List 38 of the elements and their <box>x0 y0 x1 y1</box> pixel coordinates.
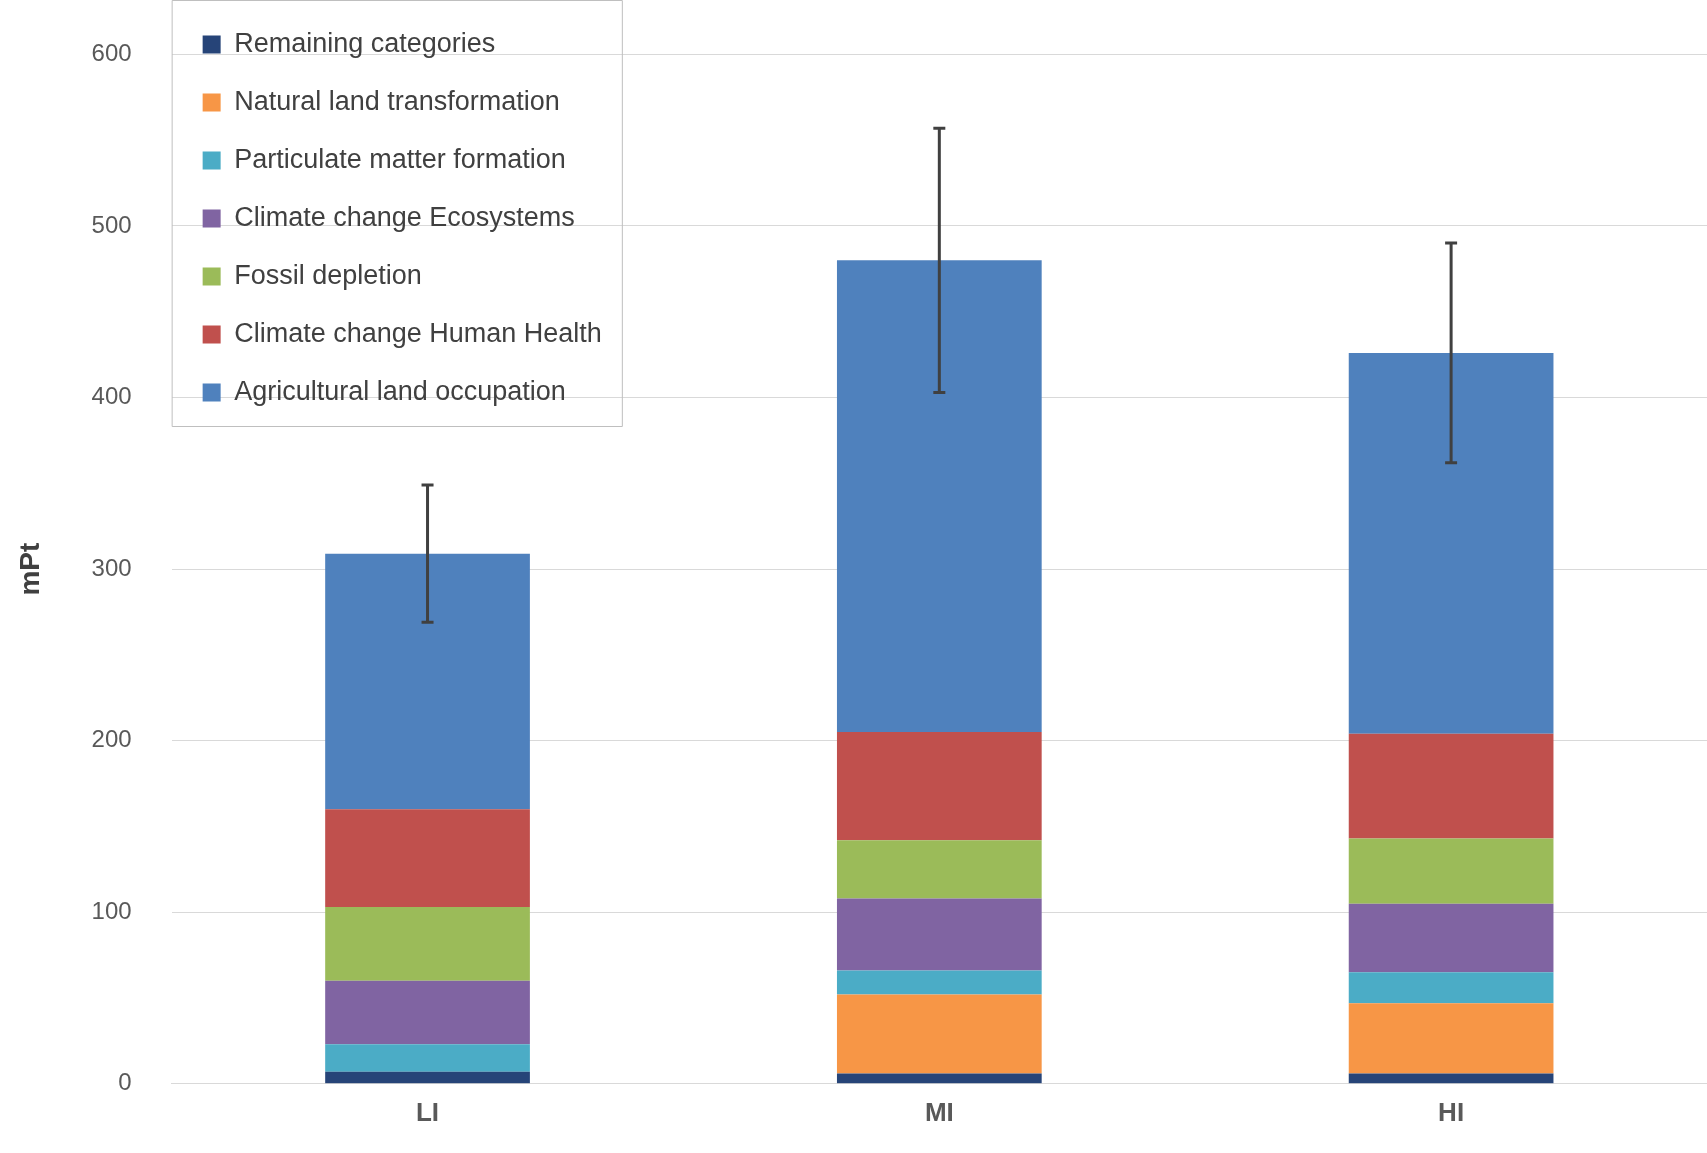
bar <box>325 980 530 1045</box>
legend-label: Agricultural land occupation <box>234 375 566 406</box>
bar <box>836 732 1042 841</box>
legend-label: Climate change Ecosystems <box>234 201 575 232</box>
bar <box>325 809 530 908</box>
bar <box>1348 733 1554 839</box>
legend-label: Natural land transformation <box>234 85 560 116</box>
bar <box>836 970 1042 995</box>
x-tick-label: MI <box>924 1096 954 1127</box>
bar <box>1348 352 1554 734</box>
y-tick-label: 500 <box>91 210 132 238</box>
bar <box>1348 838 1554 904</box>
y-tick-label: 400 <box>91 382 132 410</box>
bar <box>325 1071 530 1084</box>
legend-label: Climate change Human Health <box>234 317 602 348</box>
x-tick-label: LI <box>415 1096 440 1127</box>
bar <box>325 907 530 981</box>
bar <box>1348 1003 1554 1074</box>
bar <box>836 898 1042 971</box>
x-tick-label: HI <box>1438 1096 1465 1127</box>
y-axis-title: mPt <box>13 542 45 596</box>
legend-label: Fossil depletion <box>234 259 422 290</box>
y-tick-label: 600 <box>91 39 132 67</box>
bar <box>1348 972 1554 1004</box>
legend-label: Remaining categories <box>234 27 496 58</box>
y-tick-label: 300 <box>91 553 132 581</box>
y-tick-label: 0 <box>118 1068 132 1096</box>
bar <box>836 840 1042 899</box>
y-tick-label: 100 <box>91 896 132 924</box>
y-tick-label: 200 <box>91 725 132 753</box>
bar <box>1348 903 1554 973</box>
bar <box>836 1073 1042 1084</box>
bar <box>836 260 1042 733</box>
legend-label: Particulate matter formation <box>234 143 566 174</box>
bar <box>325 1044 530 1072</box>
bar <box>836 994 1042 1074</box>
bar <box>325 553 530 810</box>
bar <box>1348 1073 1554 1084</box>
